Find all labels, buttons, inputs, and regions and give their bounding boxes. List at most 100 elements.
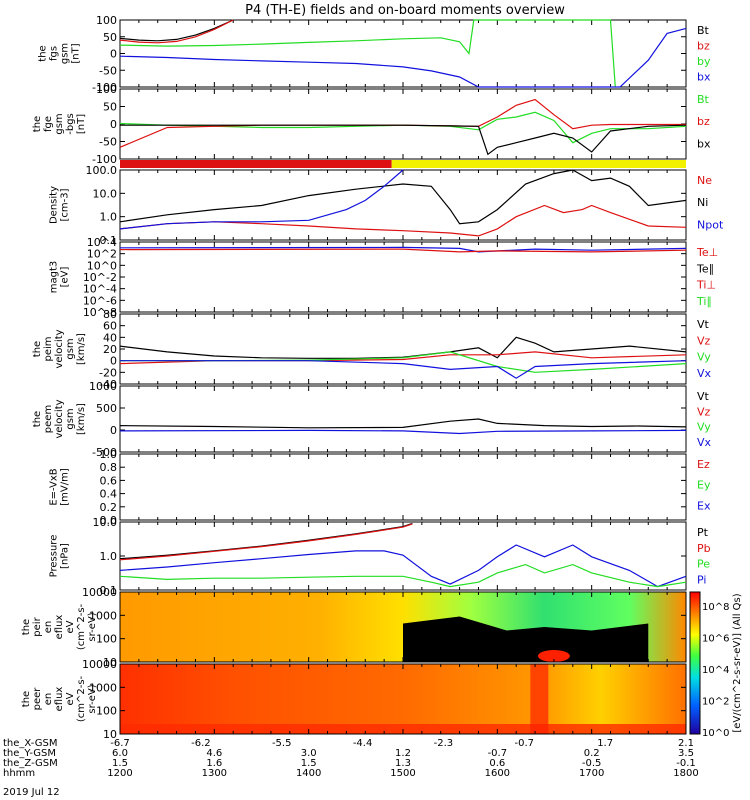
y-axis-label: velocity <box>54 329 65 368</box>
y-tick-label: 0.4 <box>100 488 118 501</box>
y-tick-label: 0 <box>110 355 117 368</box>
colorbar-tick: 10^6 <box>702 634 729 645</box>
panel-density: 100.0 10.0 1.0 0.1 Density [cm-3] Ne Ni Npot <box>49 164 724 247</box>
panel-frame <box>119 453 687 521</box>
y-axis-label: Pressure <box>49 535 60 578</box>
y-axis-label: gsm <box>65 338 76 359</box>
x-row-value: -4.4 <box>353 738 373 749</box>
y-axis-label: [cm-3] <box>60 188 71 221</box>
panel-peem: 1000 500 0 -500 the peem velocity gsm [km/s] Vt Vz… <box>32 380 712 459</box>
y-axis-label: sr-eV) <box>87 612 98 641</box>
y-axis-label: (cm^2-s- <box>76 603 87 650</box>
series-Pt <box>119 522 413 560</box>
y-axis-label: peer <box>32 687 43 711</box>
y-tick-label: -40 <box>99 378 117 391</box>
legend-entry: Ez <box>697 458 710 471</box>
x-row-value: 1.3 <box>395 758 411 769</box>
y-tick-label: 10^-2 <box>83 271 117 284</box>
y-tick-label: 100 <box>96 83 117 96</box>
x-row-label: hhmm <box>3 768 35 779</box>
y-tick-label: 0 <box>110 424 117 437</box>
series-Vx <box>120 360 687 379</box>
colorbar: 10^8 10^6 10^4 10^2 10^0[eV/(cm^2-s-sr-eV)] … <box>689 591 743 739</box>
y-axis-label: eV <box>65 692 76 705</box>
y-axis-label: peir <box>32 616 43 636</box>
y-tick-label: -100 <box>92 81 117 94</box>
y-tick-label: 10^2 <box>87 248 117 261</box>
y-tick-label: 1.0 <box>100 550 118 563</box>
y-tick-label: 10 <box>103 728 117 741</box>
y-tick-label: 100 <box>96 14 117 27</box>
legend-entry: Vy <box>697 421 711 434</box>
y-axis-label: the <box>21 691 32 707</box>
y-tick-label: 0.1 <box>100 584 118 597</box>
x-row-value: 1.6 <box>206 758 222 769</box>
y-tick-label: 0.1 <box>100 234 118 247</box>
y-axis-label: (cm^2-s- <box>76 675 87 722</box>
y-axis-label: eV <box>65 620 76 633</box>
date-label: 2019 Jul 12 <box>3 787 60 798</box>
x-row-value: 1500 <box>390 768 415 779</box>
y-tick-label: -20 <box>99 366 117 379</box>
spectrogram-band <box>530 664 549 734</box>
panel-peir: 10000 1000 100 10 the peir en eflux eV (cm^2-s-sr… <box>21 586 687 669</box>
panel-fgs: 100 50 0 -50 -100 the fgs gsm [nT] Bt bz by bx <box>38 14 711 94</box>
legend-entry: bz <box>697 40 710 53</box>
x-row-value: 3.0 <box>301 748 317 759</box>
legend-entry: Bt <box>697 24 710 37</box>
y-tick-label: 100 <box>96 705 117 718</box>
y-axis-label: the <box>32 411 43 427</box>
y-tick-label: -50 <box>99 136 117 149</box>
y-axis-label: eflux <box>54 687 65 712</box>
y-tick-label: 10000 <box>82 586 117 599</box>
y-tick-label: 50 <box>103 31 117 44</box>
y-tick-label: 80 <box>103 308 117 321</box>
x-row-value: -0.7 <box>488 748 508 759</box>
legend-entry: Pi <box>697 573 706 586</box>
legend-entry: Vz <box>697 405 711 418</box>
legend-entry: Ey <box>697 479 711 492</box>
x-row-value: 6.0 <box>112 748 128 759</box>
y-tick-label: 1000 <box>89 681 117 694</box>
x-row-value: 1700 <box>579 768 604 779</box>
x-row-value: 0.2 <box>584 748 600 759</box>
y-axis-label: peem <box>43 405 54 433</box>
x-row-value: -5.5 <box>272 738 292 749</box>
legend-entry: Pb <box>697 542 711 555</box>
y-axis-label: gsm <box>60 43 71 64</box>
x-row-value: 2.1 <box>678 738 694 749</box>
x-row-value: 4.6 <box>206 748 222 759</box>
y-tick-label: 10000 <box>82 658 117 671</box>
spectrogram-hotspot <box>537 650 570 662</box>
panel-magt3: 10^410^210^010^-210^-410^-610^-8 magt3 [eV… <box>49 236 719 319</box>
x-row-value: 1400 <box>296 768 321 779</box>
y-tick-label: 20 <box>103 343 117 356</box>
x-row-label: the_X-GSM <box>3 738 57 749</box>
legend-entry: Vt <box>697 318 710 331</box>
series-by <box>119 19 616 88</box>
legend-entry: Pe <box>697 558 710 571</box>
x-axis-annotations: the_X-GSM -6.7 -6.2 -5.5 -4.4 -2.3 -0.7 1.7 2.1 t… <box>3 738 699 779</box>
panel-fge: 100 50 0 -50 -100 the fge gsm -bgs [nT] Bt bz bx <box>32 83 711 166</box>
legend-entry: bx <box>697 71 711 84</box>
y-axis-label: the <box>32 116 43 132</box>
legend-entry: Te∥ <box>696 262 714 275</box>
figure-title: P4 (TH-E) fields and on-board moments ov… <box>245 3 565 18</box>
y-axis-label: eflux <box>54 615 65 640</box>
legend-entry: Pt <box>697 526 709 539</box>
colorbar-tick: 10^8 <box>702 602 729 613</box>
y-tick-label: 50 <box>103 101 117 114</box>
series-Vt <box>119 418 687 429</box>
y-axis-label: velocity <box>54 399 65 438</box>
legend-entry: Vx <box>697 436 712 449</box>
colorbar-tick: 10^2 <box>702 697 729 708</box>
panel-frame <box>119 169 687 241</box>
panel-mode <box>120 160 686 168</box>
y-tick-label: 10 <box>103 656 117 669</box>
y-axis-label: en <box>43 621 54 634</box>
series-bx <box>119 27 687 88</box>
y-axis-label: sr-eV) <box>87 684 98 713</box>
y-tick-label: 100.0 <box>86 164 118 177</box>
